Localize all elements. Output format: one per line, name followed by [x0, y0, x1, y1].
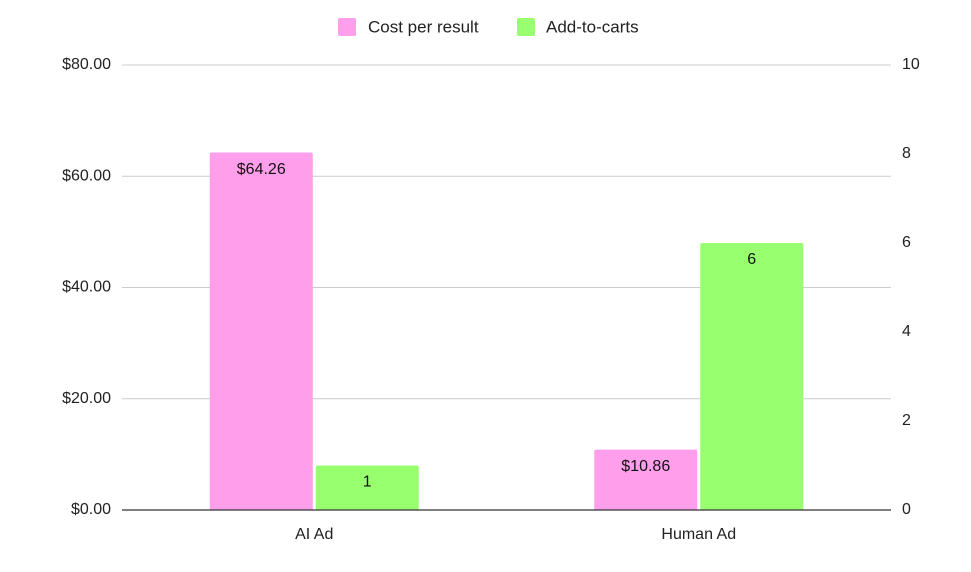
right-axis-tick-label: 6 — [902, 234, 911, 251]
right-axis-tick-label: 8 — [902, 145, 911, 162]
data-label-add-to-carts-ai-ad: 1 — [363, 474, 372, 491]
bar-cost-per-result-human-ad — [594, 449, 698, 510]
data-label-add-to-carts-human-ad: 6 — [747, 251, 756, 268]
bar-labels: $64.26 1 $10.86 6 — [237, 161, 757, 491]
right-axis-ticks: 0 2 4 6 8 10 — [902, 56, 920, 518]
bar-add-to-carts-ai-ad — [315, 465, 419, 510]
bar-cost-per-result-ai-ad — [209, 152, 313, 510]
left-axis-tick-label: $20.00 — [62, 390, 111, 407]
right-axis-tick-label: 0 — [902, 501, 911, 518]
right-axis-tick-label: 2 — [902, 412, 911, 429]
left-axis-tick-label: $40.00 — [62, 279, 111, 296]
bar-add-to-carts-human-ad — [700, 243, 804, 510]
legend-label: Cost per result — [368, 17, 479, 36]
x-axis-tick-label: Human Ad — [661, 526, 736, 543]
data-label-cost-per-result-human-ad: $10.86 — [621, 458, 670, 475]
right-axis-tick-label: 4 — [902, 323, 911, 340]
left-axis-tick-label: $0.00 — [71, 501, 111, 518]
data-label-cost-per-result-ai-ad: $64.26 — [237, 161, 286, 178]
left-axis-tick-label: $60.00 — [62, 167, 111, 184]
legend-label: Add-to-carts — [546, 17, 639, 36]
legend-swatch — [517, 18, 535, 36]
bars — [209, 152, 804, 510]
right-axis-tick-label: 10 — [902, 56, 920, 73]
legend-swatch — [338, 18, 356, 36]
legend: Cost per result Add-to-carts — [338, 17, 639, 36]
left-axis-ticks: $0.00 $20.00 $40.00 $60.00 $80.00 — [62, 56, 111, 518]
x-axis-ticks: AI Ad Human Ad — [295, 526, 736, 543]
x-axis-tick-label: AI Ad — [295, 526, 333, 543]
left-axis-tick-label: $80.00 — [62, 56, 111, 73]
